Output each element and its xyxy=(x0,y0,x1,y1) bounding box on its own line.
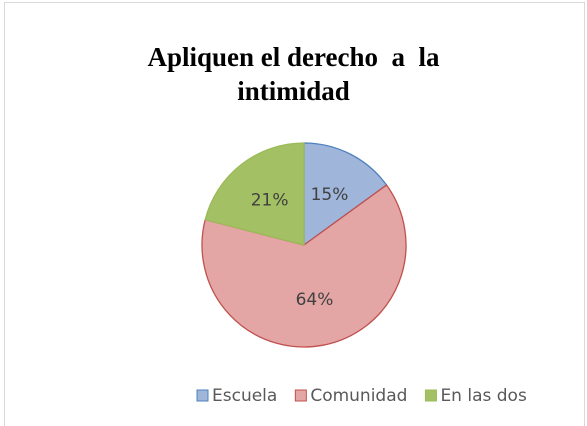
pie-slice xyxy=(201,184,407,348)
pie-slice xyxy=(204,142,305,246)
chart-title: Apliquen el derecho a la intimidad xyxy=(147,42,440,106)
pie-slice xyxy=(303,142,388,247)
legend-label: Comunidad xyxy=(310,386,407,406)
data-label: 15% xyxy=(311,185,349,205)
legend-swatch xyxy=(294,389,307,402)
legend-label: Escuela xyxy=(212,386,277,406)
legend-swatch xyxy=(424,389,437,402)
legend-label: En las dos xyxy=(440,386,527,406)
data-label: 64% xyxy=(296,290,334,310)
data-label: 21% xyxy=(251,191,289,211)
legend-swatch xyxy=(196,389,209,402)
